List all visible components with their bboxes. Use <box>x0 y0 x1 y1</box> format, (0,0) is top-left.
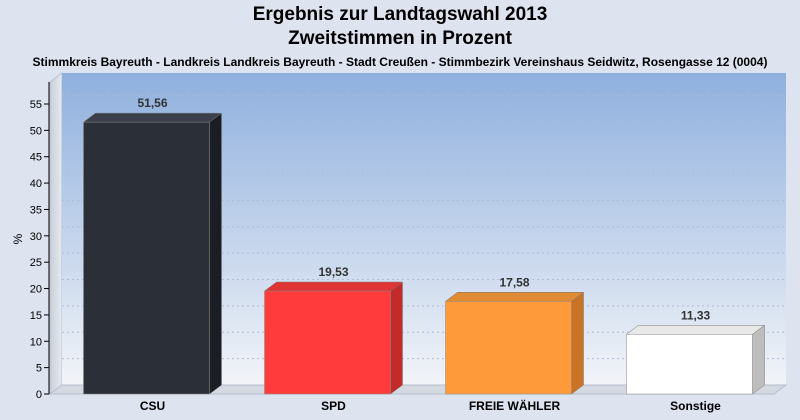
y-tick-label: 20 <box>30 284 42 296</box>
category-label: CSU <box>140 399 165 413</box>
y-tick-label: 45 <box>30 152 42 164</box>
value-label: 17,58 <box>499 275 529 289</box>
category-label: FREIE WÄHLER <box>469 398 561 413</box>
y-tick-label: 40 <box>30 178 42 190</box>
y-axis-label: % <box>11 233 25 244</box>
bar-top <box>82 112 223 123</box>
bar-side <box>209 112 222 395</box>
y-tick-label: 5 <box>36 363 42 375</box>
bar-front <box>83 121 210 395</box>
category-label: Sonstige <box>670 399 721 413</box>
bar-front <box>264 290 391 395</box>
value-labels: 51,56 19,53 17,58 11,33 <box>137 96 710 322</box>
bar-front <box>626 334 753 395</box>
y-tick-label: 10 <box>30 336 42 348</box>
y-tick-label: 55 <box>30 99 42 111</box>
bar-csu <box>82 112 223 395</box>
bar-top <box>263 281 404 292</box>
y-tick-label: 0 <box>36 389 42 401</box>
left-wall <box>49 72 63 395</box>
value-label: 11,33 <box>681 308 711 322</box>
bar-freie-wähler <box>444 291 585 395</box>
y-axis-ticks: 0 5 10 15 20 25 30 35 40 45 50 55 <box>30 82 50 401</box>
y-tick-label: 35 <box>30 204 42 216</box>
bar-top <box>625 325 766 335</box>
value-label: 51,56 <box>137 96 167 110</box>
chart-subtitle: Zweitstimmen in Prozent <box>288 28 512 49</box>
y-tick-label: 30 <box>30 231 42 243</box>
y-tick-label: 50 <box>30 125 42 137</box>
chart-location: Stimmkreis Bayreuth - Landkreis Landkrei… <box>32 55 768 69</box>
bar-side <box>752 324 765 395</box>
y-tick-label: 25 <box>30 257 42 269</box>
category-labels: CSU SPD FREIE WÄHLER Sonstige <box>140 398 721 413</box>
bar-side <box>390 281 403 395</box>
bar-top <box>444 292 585 302</box>
bars <box>82 112 766 395</box>
y-tick-label: 15 <box>30 310 42 322</box>
bar-side <box>571 291 584 395</box>
bar-spd <box>263 281 404 395</box>
bar-sonstige <box>625 324 766 395</box>
value-label: 19,53 <box>318 265 348 279</box>
chart-title: Ergebnis zur Landtagswahl 2013 <box>252 4 548 25</box>
category-label: SPD <box>321 399 346 413</box>
bar-front <box>445 301 572 395</box>
